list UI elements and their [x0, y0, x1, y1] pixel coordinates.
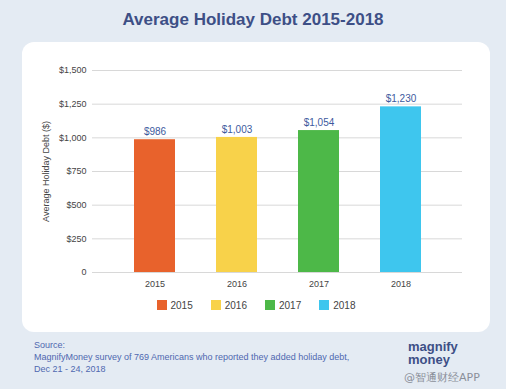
svg-text:0: 0	[81, 267, 86, 277]
svg-text:$750: $750	[66, 166, 86, 176]
svg-text:$250: $250	[66, 234, 86, 244]
html-text:2016: 2016	[224, 300, 247, 311]
html-text:Source:: Source:	[34, 340, 65, 350]
html-text:2018: 2018	[333, 300, 356, 311]
html-text:Average Holiday Debt 2015-2018: Average Holiday Debt 2015-2018	[122, 10, 384, 29]
svg-text:$1,230: $1,230	[386, 93, 417, 104]
svg-text:$1,500: $1,500	[59, 65, 87, 75]
svg-text:$1,250: $1,250	[59, 99, 87, 109]
svg-text:2017: 2017	[309, 279, 329, 289]
svg-text:$986: $986	[144, 126, 167, 137]
svg-text:$500: $500	[66, 200, 86, 210]
svg-text:$1,003: $1,003	[222, 124, 253, 135]
html-text:2015: 2015	[170, 300, 193, 311]
svg-text:2018: 2018	[391, 279, 411, 289]
html-text:magnify money: magnify money	[408, 339, 458, 367]
svg-text:$1,054: $1,054	[304, 117, 335, 128]
html-text:MagnifyMoney survey of 769 Ame: MagnifyMoney survey of 769 Americans who…	[34, 352, 350, 374]
svg-text:2016: 2016	[227, 279, 247, 289]
html-text:@智通财经APP: @智通财经APP	[404, 371, 480, 384]
html-text:2017: 2017	[279, 300, 302, 311]
svg-text:Average Holiday Debt ($): Average Holiday Debt ($)	[41, 121, 51, 222]
svg-text:2015: 2015	[145, 279, 165, 289]
svg-text:$1,000: $1,000	[59, 133, 87, 143]
